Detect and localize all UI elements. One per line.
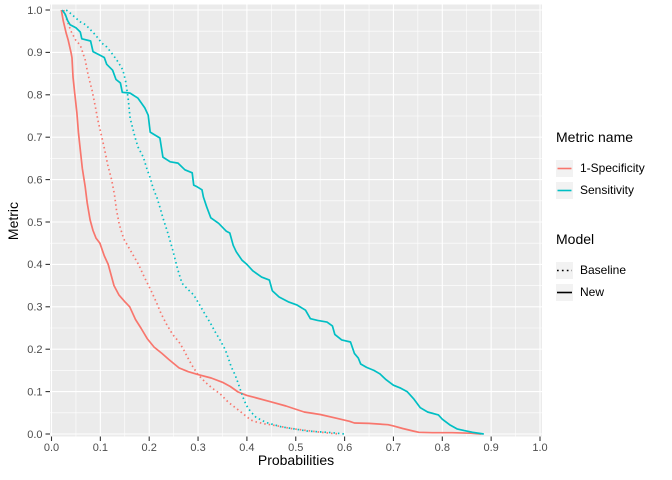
legend-key-baseline [556,261,573,279]
legend-group-model: Model Baseline New [556,231,672,303]
y-tick-label: 0.1 [27,386,42,398]
x-tick-label: 0.6 [337,442,352,454]
legend-item-baseline: Baseline [556,259,672,281]
y-axis-title: Metric [5,201,21,241]
legend-key-1-specificity [556,159,573,177]
x-tick-label: 0.4 [239,442,254,454]
y-tick-label: 0.2 [27,344,42,356]
x-tick-label: 0.3 [190,442,205,454]
legend-group-metric-name: Metric name 1-Specificity Sensitivity [556,129,672,201]
legend-label-sensitivity: Sensitivity [580,183,635,197]
y-tick-label: 0.4 [27,259,42,271]
legend-title-metric-name: Metric name [556,129,634,145]
y-tick-label: 0.9 [27,47,42,59]
x-tick-label: 0.1 [93,442,108,454]
legend-item-sensitivity: Sensitivity [556,179,672,201]
grid-major [50,4,542,437]
legend-item-1-specificity: 1-Specificity [556,157,672,179]
x-tick-label: 0.2 [142,442,157,454]
x-tick-label: 0.8 [435,442,450,454]
legend-title-model: Model [556,231,595,247]
legend-label-new: New [580,285,605,299]
x-tick-label: 0.9 [484,442,499,454]
legend-key-new [556,283,573,301]
legend-item-new: New [556,281,672,303]
y-tick-label: 1.0 [27,5,42,17]
y-tick-label: 0.3 [27,302,42,314]
y-tick-label: 0.5 [27,217,42,229]
y-tick-label: 0.8 [27,90,42,102]
axis-tick-labels: 0.0 0.1 0.2 0.3 0.4 0.5 0.6 0.7 0.8 0.9 1.0 0.0 0.1 0… [27,5,547,454]
axis-ticks [45,9,541,441]
legend-label-1-specificity: 1-Specificity [580,161,645,175]
x-tick-label: 1.0 [532,442,547,454]
series-line-1-specificity-new [60,9,482,435]
x-tick-label: 0.5 [288,442,303,454]
y-tick-label: 0.0 [27,429,42,441]
y-tick-label: 0.7 [27,132,42,144]
x-tick-label: 0.7 [386,442,401,454]
legend-key-sensitivity [556,181,573,199]
solid-line-sample-icon [557,291,572,293]
series-line-sensitivity-new [61,9,484,435]
line-sample-icon [557,189,572,191]
x-axis-title: Probabilities [257,452,335,468]
legend-label-baseline: Baseline [580,263,627,277]
y-tick-label: 0.6 [27,174,42,186]
series-lines [60,9,484,435]
legend: Metric name 1-Specificity Sensitivity [556,129,672,303]
dotted-line-sample-icon [557,269,572,271]
line-sample-icon [557,167,572,169]
series-line-1-specificity-baseline [62,9,340,435]
x-tick-label: 0.0 [44,442,59,454]
